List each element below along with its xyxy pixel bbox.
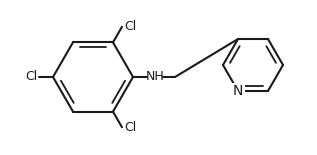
Text: Cl: Cl: [25, 71, 37, 84]
Text: N: N: [233, 84, 243, 98]
Text: NH: NH: [146, 71, 165, 84]
Text: Cl: Cl: [124, 121, 136, 134]
Text: Cl: Cl: [124, 20, 136, 33]
